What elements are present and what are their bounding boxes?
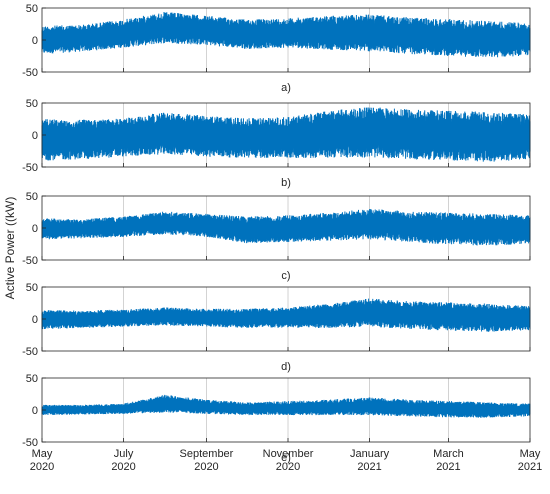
y-tick-label: 50 [26, 373, 38, 385]
x-tick-label-month: May [520, 448, 541, 460]
x-tick-label-year: 2020 [111, 461, 135, 473]
x-tick-label-year: 2020 [276, 461, 300, 473]
x-tick-label-year: 2020 [194, 461, 218, 473]
y-tick-label: 50 [26, 3, 38, 15]
x-tick-label-year: 2020 [30, 461, 54, 473]
y-tick-label: 0 [32, 130, 38, 142]
y-tick-label: 50 [26, 191, 38, 203]
x-tick-label-month: September [180, 448, 234, 460]
x-tick-label-month: May [32, 448, 53, 460]
panel-label: d) [281, 361, 291, 373]
x-tick-label-month: January [350, 448, 390, 460]
panel-b: -50 0 50 b) [22, 98, 531, 189]
panel-a: -50 0 50 a) [22, 3, 531, 94]
panel-label: b) [281, 177, 291, 189]
y-tick-label: 0 [32, 405, 38, 417]
panel-label: a) [281, 82, 291, 94]
y-tick-label: -50 [22, 437, 38, 449]
y-tick-label: 0 [32, 314, 38, 326]
y-tick-label: -50 [22, 255, 38, 267]
y-tick-label: 50 [26, 282, 38, 294]
series-line [41, 12, 531, 58]
panels: -50 0 50 a) -50 0 50 b) -50 0 50 c) -50 0 50 d) -50 0 50 e) [22, 3, 531, 464]
panel-label: e) [281, 452, 291, 464]
y-tick-label: -50 [22, 346, 38, 358]
panel-e: -50 0 50 e) [22, 373, 531, 464]
x-tick-labels: May2020July2020September2020November2020… [30, 448, 542, 473]
y-tick-label: -50 [22, 67, 38, 79]
y-tick-label: 50 [26, 98, 38, 110]
x-tick-label-year: 2021 [518, 461, 542, 473]
y-tick-label: -50 [22, 162, 38, 174]
panel-label: c) [281, 270, 290, 282]
x-tick-label-year: 2021 [357, 461, 381, 473]
series-line [41, 298, 531, 332]
y-axis-label: Active Power ((kW) [3, 197, 17, 300]
x-tick-label-month: November [263, 448, 314, 460]
y-tick-label: 0 [32, 35, 38, 47]
series-line [41, 394, 531, 418]
series-line [41, 107, 531, 162]
x-tick-label-year: 2021 [436, 461, 460, 473]
panel-d: -50 0 50 d) [22, 282, 531, 373]
panel-c: -50 0 50 c) [22, 191, 531, 282]
series-line [41, 208, 531, 246]
x-tick-label-month: July [114, 448, 134, 460]
x-tick-label-month: March [433, 448, 464, 460]
y-tick-label: 0 [32, 223, 38, 235]
